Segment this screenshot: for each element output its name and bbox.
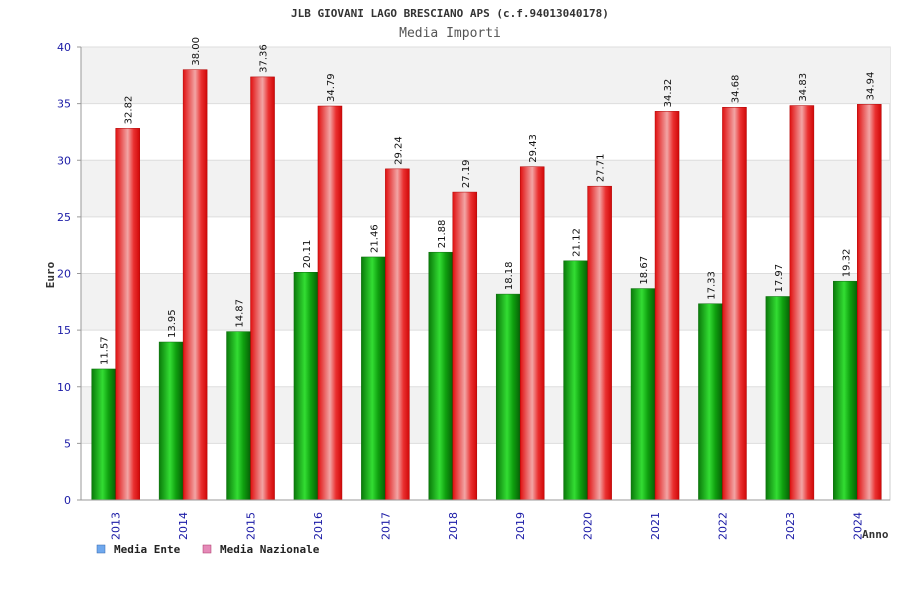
chart-title: JLB GIOVANI LAGO BRESCIANO APS (c.f.9401… [291, 7, 609, 20]
x-tick-label: 2017 [379, 512, 392, 540]
bar-media-ente [428, 251, 454, 501]
data-label-media-ente: 21.88 [437, 220, 448, 249]
y-tick-label: 10 [57, 381, 71, 394]
bar-media-ente [563, 260, 588, 501]
data-label-media-ente: 19.32 [841, 249, 852, 278]
x-tick-label: 2021 [649, 512, 662, 540]
legend-swatch-media-ente [96, 544, 106, 554]
data-label-media-nazionale: 37.36 [259, 44, 270, 73]
bar-media-nazionale [452, 191, 478, 501]
x-tick-label: 2019 [514, 512, 527, 540]
x-tick-label: 2013 [110, 512, 123, 540]
y-tick-label: 35 [57, 98, 71, 111]
data-label-media-nazionale: 32.82 [124, 96, 135, 125]
plot-band [81, 47, 890, 104]
data-label-media-nazionale: 34.83 [798, 73, 809, 102]
bar-media-nazionale [519, 166, 545, 501]
y-tick-label: 0 [64, 494, 71, 507]
data-label-media-ente: 18.18 [504, 261, 515, 290]
bar-media-nazionale [115, 128, 140, 501]
bar-media-ente [833, 280, 858, 501]
x-tick-label: 2023 [784, 512, 797, 540]
data-label-media-nazionale: 29.24 [393, 136, 404, 165]
bar-media-ente [158, 341, 184, 501]
data-label-media-ente: 21.12 [572, 228, 583, 257]
data-label-media-nazionale: 34.32 [663, 79, 674, 108]
bar-media-nazionale [182, 69, 208, 501]
data-label-media-ente: 21.46 [369, 224, 380, 253]
bar-media-nazionale [250, 76, 275, 501]
data-label-media-ente: 11.57 [100, 336, 111, 365]
x-tick-label: 2014 [177, 512, 190, 540]
data-label-media-ente: 20.11 [302, 240, 313, 269]
bar-media-nazionale [857, 104, 882, 501]
data-label-media-nazionale: 38.00 [191, 37, 202, 66]
data-label-media-nazionale: 29.43 [528, 134, 539, 163]
bar-media-ente [765, 296, 791, 501]
data-label-media-nazionale: 27.19 [461, 159, 472, 188]
y-tick-label: 25 [57, 211, 71, 224]
data-label-media-ente: 17.33 [706, 271, 717, 300]
bar-media-ente [293, 272, 319, 501]
plot-band [81, 386, 890, 444]
x-tick-label: 2022 [716, 512, 729, 540]
legend-swatch-media-nazionale [202, 544, 212, 554]
data-label-media-nazionale: 27.71 [596, 154, 607, 183]
x-tick-label: 2020 [582, 512, 595, 540]
x-tick-label: 2016 [312, 512, 325, 540]
bar-media-ente [495, 293, 521, 501]
bar-media-nazionale [587, 185, 612, 501]
x-tick-label: 2015 [245, 512, 258, 540]
bar-media-ente [630, 288, 656, 501]
plot-band [81, 273, 890, 331]
bar-media-ente [91, 368, 116, 501]
data-label-media-nazionale: 34.79 [326, 73, 337, 102]
chart-subtitle: Media Importi [399, 26, 501, 41]
legend: Media Ente Media Nazionale [96, 543, 320, 556]
bar-media-nazionale [317, 105, 343, 501]
x-tick-label: 2018 [447, 512, 460, 540]
y-tick-label: 30 [57, 154, 71, 167]
data-label-media-nazionale: 34.68 [730, 75, 741, 104]
bar-media-nazionale [722, 106, 747, 501]
bar-media-ente [698, 303, 723, 501]
y-tick-label: 5 [64, 437, 71, 450]
data-label-media-nazionale: 34.94 [865, 72, 876, 101]
bar-media-nazionale [385, 168, 410, 501]
bars: 11.57 32.82 13.95 38.00 14.87 37.36 20.11 34.79… [91, 37, 882, 501]
y-tick-label: 20 [57, 268, 71, 281]
y-axis-label: Euro [44, 261, 57, 288]
data-label-media-ente: 17.97 [774, 264, 785, 293]
bar-media-nazionale [654, 111, 680, 501]
data-label-media-ente: 18.67 [639, 256, 650, 285]
y-tick-label: 15 [57, 324, 71, 337]
x-axis-label: Anno [862, 528, 889, 541]
y-axis: 0 5 10 15 20 25 30 35 40 [57, 41, 82, 507]
bar-media-ente [226, 331, 251, 501]
data-label-media-ente: 14.87 [235, 299, 246, 328]
legend-label-media-nazionale: Media Nazionale [220, 543, 320, 556]
bar-media-nazionale [789, 105, 815, 501]
plot-band [81, 160, 890, 217]
legend-label-media-ente: Media Ente [114, 543, 181, 556]
data-label-media-ente: 13.95 [167, 309, 178, 338]
x-axis: 2013 2014 2015 2016 2017 2018 2019 2020 2021 2022… [81, 499, 890, 540]
y-tick-label: 40 [57, 41, 71, 54]
x-tick-label: 2024 [851, 512, 864, 540]
bar-media-ente [361, 256, 386, 501]
